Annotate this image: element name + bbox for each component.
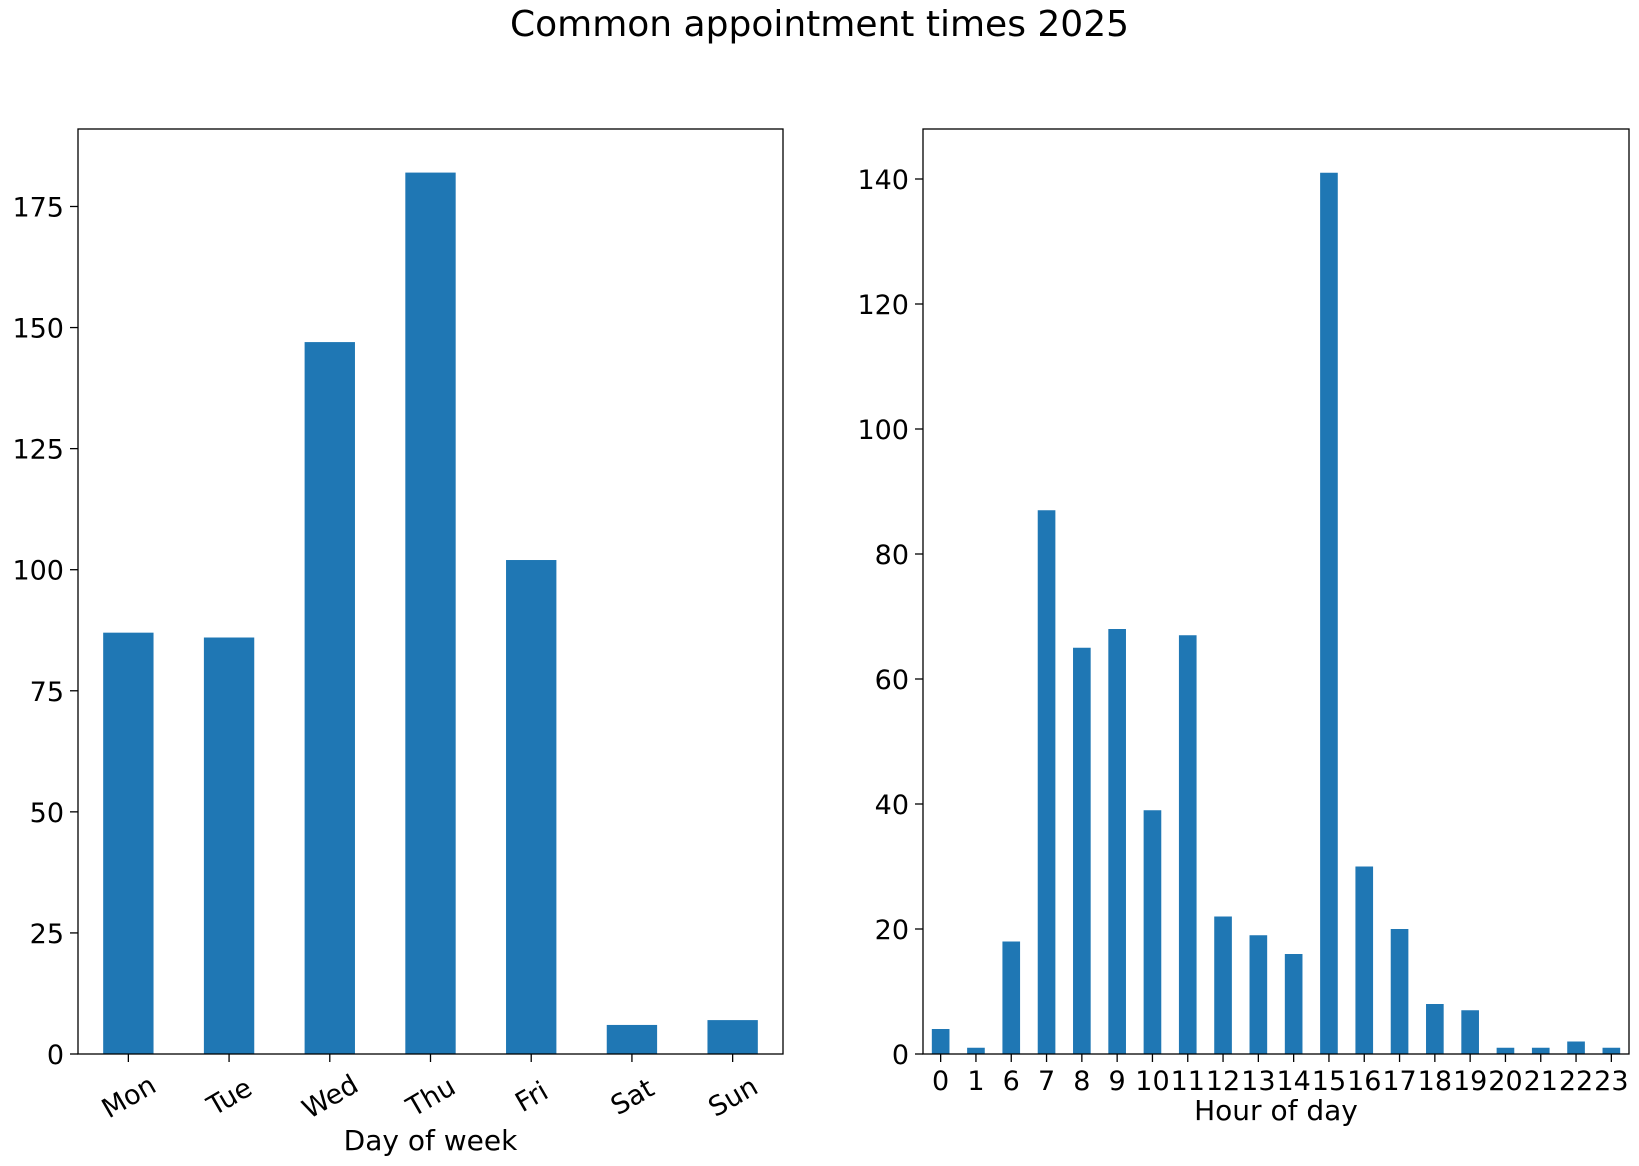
y-tick-label: 25 [30, 919, 64, 950]
x-tick-label: 20 [1488, 1066, 1522, 1097]
x-tick-label: 8 [1073, 1066, 1090, 1097]
y-tick-label: 140 [857, 165, 909, 196]
x-tick-label: 7 [1038, 1066, 1055, 1097]
bar-hour-15 [1320, 172, 1338, 1054]
day-of-week-chart: 0 25 50 75 100 125 150 175 Mon Tue Wed Thu Fri Sat Sun… [12, 128, 784, 1157]
y-tick-label: 120 [857, 290, 909, 321]
x-tick-label: Tue [201, 1072, 257, 1122]
bar-hour-20 [1496, 1047, 1515, 1054]
y-tick-label: 0 [47, 1040, 64, 1071]
bar-day-Sat [606, 1024, 658, 1054]
x-tick-label: 9 [1109, 1066, 1126, 1097]
bar-hour-6 [1002, 941, 1021, 1054]
x-axis-label: Hour of day [1194, 1094, 1358, 1127]
x-tick-label: 6 [1003, 1066, 1020, 1097]
x-tick-label: 23 [1594, 1066, 1628, 1097]
x-tick-label: 16 [1347, 1066, 1381, 1097]
x-tick-label: Wed [297, 1069, 363, 1125]
x-tick-label: Sat [606, 1073, 660, 1122]
bar-hour-19 [1461, 1010, 1479, 1054]
bar-day-Mon [103, 632, 154, 1054]
y-tick-label: 75 [30, 677, 64, 708]
x-tick-label: Mon [97, 1070, 162, 1125]
bar-hour-0 [931, 1029, 950, 1054]
bar-day-Wed [304, 342, 355, 1055]
x-tick-label: 17 [1382, 1066, 1416, 1097]
figure-title: Common appointment times 2025 [509, 4, 1130, 45]
x-tick-label: 0 [932, 1066, 949, 1097]
bar-hour-10 [1143, 810, 1162, 1054]
bar-hour-7 [1037, 510, 1056, 1054]
y-tick-label: 175 [12, 192, 64, 223]
bar-day-Fri [506, 560, 557, 1054]
bar-hour-17 [1390, 929, 1409, 1054]
bar-hour-12 [1214, 916, 1232, 1054]
y-tick-label: 100 [857, 415, 909, 446]
x-tick-label: 18 [1418, 1066, 1452, 1097]
x-tick-label: 15 [1312, 1066, 1346, 1097]
x-axis-label: Day of week [344, 1124, 518, 1157]
y-tick-label: 60 [875, 665, 909, 696]
bar-hour-8 [1073, 647, 1091, 1054]
x-tick-label: Thu [401, 1071, 461, 1124]
bar-hour-1 [967, 1047, 985, 1054]
bar-hour-22 [1567, 1041, 1585, 1054]
x-tick-label: Sun [703, 1071, 763, 1124]
x-tick-label: 12 [1206, 1066, 1240, 1097]
bar-hour-11 [1178, 635, 1197, 1054]
x-tick-label: 22 [1559, 1066, 1593, 1097]
y-tick-label: 80 [875, 540, 909, 571]
y-tick-label: 20 [875, 915, 909, 946]
x-tick-label: 10 [1135, 1066, 1169, 1097]
x-tick-label: Fri [510, 1076, 553, 1119]
bar-day-Tue [203, 637, 255, 1054]
bar-hour-13 [1249, 935, 1268, 1054]
x-tick-label: 1 [967, 1066, 984, 1097]
y-tick-label: 100 [12, 556, 64, 587]
y-tick-label: 50 [30, 798, 64, 829]
axes-frame [922, 128, 1630, 1055]
bar-hour-9 [1108, 629, 1126, 1054]
bar-hour-14 [1284, 954, 1303, 1054]
bar-hour-18 [1426, 1004, 1444, 1054]
y-tick-label: 150 [12, 314, 64, 345]
bar-day-Thu [405, 172, 456, 1055]
x-tick-label: 11 [1171, 1066, 1205, 1097]
bar-hour-23 [1602, 1047, 1621, 1054]
bar-day-Sun [707, 1020, 758, 1054]
x-tick-label: 14 [1276, 1066, 1310, 1097]
y-tick-label: 0 [892, 1040, 909, 1071]
x-tick-label: 21 [1524, 1066, 1558, 1097]
x-tick-label: 19 [1453, 1066, 1487, 1097]
y-tick-label: 40 [875, 790, 909, 821]
bar-hour-21 [1531, 1047, 1550, 1054]
y-tick-label: 125 [12, 435, 64, 466]
x-tick-label: 13 [1241, 1066, 1275, 1097]
bar-hour-16 [1355, 866, 1374, 1054]
